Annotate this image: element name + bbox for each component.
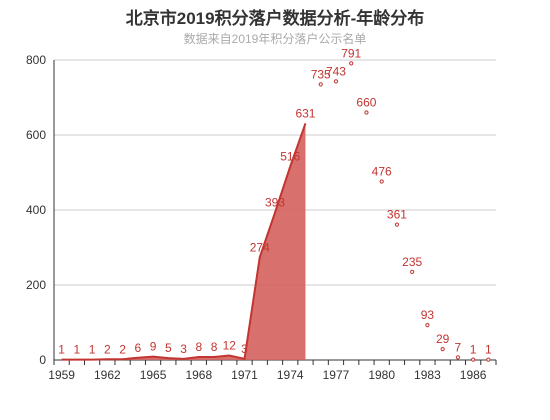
data-point <box>471 357 476 362</box>
data-label: 8 <box>195 340 202 354</box>
data-label: 2 <box>104 342 111 356</box>
data-label: 274 <box>250 240 270 254</box>
data-label: 8 <box>211 340 218 354</box>
data-label: 1 <box>485 343 492 357</box>
x-tick-label: 1962 <box>94 368 121 382</box>
series-area <box>61 123 306 360</box>
data-label: 735 <box>311 67 331 81</box>
x-tick-label: 1959 <box>48 368 75 382</box>
x-tick-label: 1980 <box>368 368 395 382</box>
x-tick-label: 1974 <box>277 368 304 382</box>
x-tick-label: 1983 <box>414 368 441 382</box>
data-point <box>455 355 460 360</box>
series-line <box>61 123 307 361</box>
data-point <box>394 222 400 227</box>
data-label: 2 <box>119 342 126 356</box>
chart-subtitle: 数据来自2019年积分落户公示名单 <box>183 32 367 46</box>
data-point <box>333 79 339 84</box>
chart-title: 北京市2019积分落户数据分析-年龄分布 <box>125 9 425 28</box>
y-tick-label: 600 <box>26 128 46 142</box>
data-point <box>364 110 369 115</box>
data-point <box>379 179 384 184</box>
data-label: 743 <box>326 64 346 78</box>
data-label: 631 <box>295 106 315 120</box>
data-label: 1 <box>74 343 81 357</box>
data-label: 361 <box>387 208 407 222</box>
y-tick-label: 200 <box>26 278 46 292</box>
y-tick-label: 800 <box>26 53 46 67</box>
x-tick-label: 1977 <box>323 368 350 382</box>
data-label: 7 <box>455 340 462 354</box>
data-label: 12 <box>223 339 237 353</box>
data-label: 3 <box>180 342 187 356</box>
x-tick-label: 1968 <box>185 368 212 382</box>
data-label: 235 <box>402 255 422 269</box>
data-point <box>440 347 445 352</box>
data-label: 791 <box>341 46 361 60</box>
data-label: 660 <box>356 96 376 110</box>
data-point <box>425 323 430 328</box>
data-label: 93 <box>421 308 435 322</box>
data-label: 516 <box>280 150 300 164</box>
y-tick-label: 0 <box>39 353 46 367</box>
data-point <box>410 269 415 274</box>
data-label: 3 <box>241 342 248 356</box>
x-tick-label: 1986 <box>460 368 487 382</box>
data-label: 29 <box>436 332 450 346</box>
x-tick-label: 1965 <box>140 368 167 382</box>
y-tick-label: 400 <box>26 203 46 217</box>
data-label: 476 <box>372 165 392 179</box>
data-label: 1 <box>58 343 65 357</box>
data-point <box>486 357 491 362</box>
data-label: 9 <box>150 340 157 354</box>
data-label: 6 <box>134 341 141 355</box>
data-label: 1 <box>89 343 96 357</box>
x-tick-label: 1971 <box>231 368 258 382</box>
data-label: 1 <box>470 343 477 357</box>
data-label: 5 <box>165 341 172 355</box>
data-point <box>349 61 354 66</box>
data-point <box>318 82 323 87</box>
data-label: 393 <box>265 196 285 210</box>
